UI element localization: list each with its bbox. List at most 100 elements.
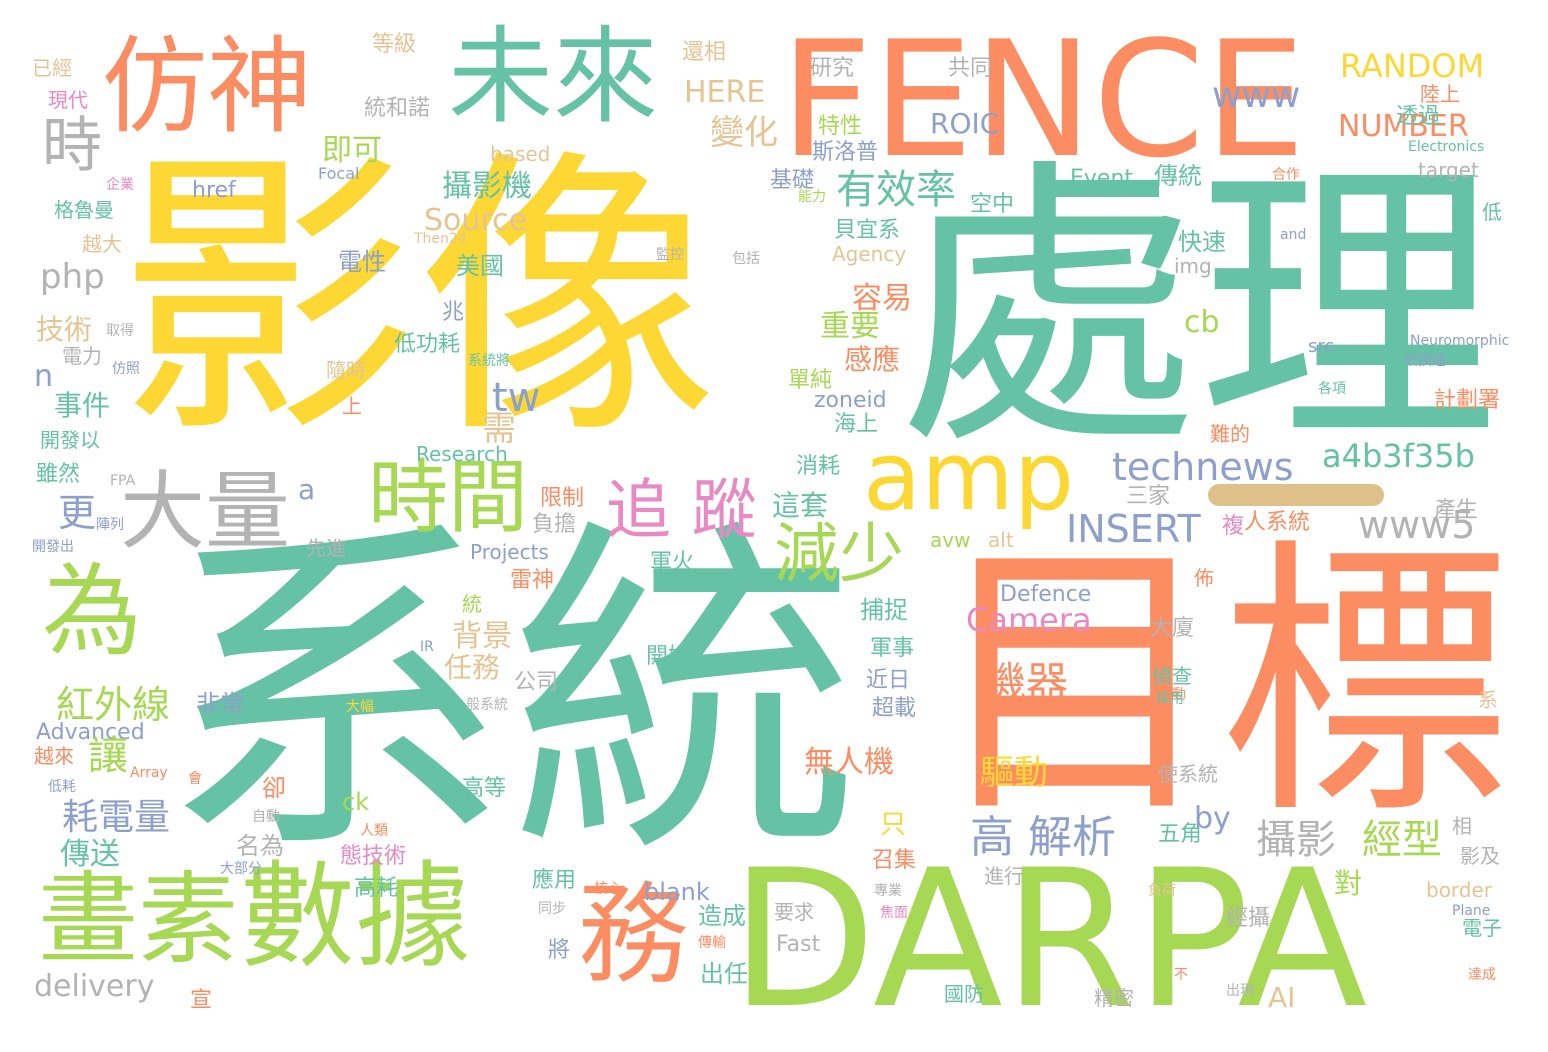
word-jishu: 技術 — [36, 313, 93, 346]
word-wujiao: 五角 — [1158, 822, 1203, 847]
word-jingmi: 精密 — [1094, 986, 1134, 1010]
word-xianzhi: 限制 — [540, 486, 585, 511]
word-suiran: 雖然 — [36, 462, 81, 487]
word-renwu: 任務 — [444, 651, 501, 684]
word-chuli: 處理 — [898, 135, 1498, 484]
word-jingshe: 經攝 — [1226, 906, 1271, 931]
word-wei: 為 — [42, 553, 142, 670]
word-yuelai: 越來 — [34, 744, 74, 768]
word-fu: 複 — [1222, 514, 1245, 539]
word-dianli: 電力 — [62, 344, 102, 368]
word-shang: 上 — [342, 394, 362, 418]
word-shixitong: 使系統 — [1158, 762, 1218, 786]
word-advanced: Advanced — [36, 720, 145, 745]
word-mingwei: 名為 — [236, 832, 284, 860]
word-fuhe: 負荷 — [1148, 883, 1176, 899]
word-gaojiexi: 高 解析 — [970, 812, 1116, 863]
word-zhencha: 偵查 — [1152, 664, 1192, 688]
word-php: php — [40, 257, 105, 297]
word-jiqi: 機器 — [984, 658, 1069, 707]
word-fangzhao: 仿照 — [112, 361, 140, 377]
word-tong: 統 — [462, 592, 482, 616]
word-border: border — [1426, 878, 1493, 902]
word-diguo: 低損遠 — [1404, 353, 1446, 369]
word-chuantong: 傳統 — [1154, 162, 1202, 190]
word-shijian2: 事件 — [54, 389, 111, 422]
word-hui: 會 — [188, 771, 202, 787]
word-dianxing: 電性 — [338, 248, 386, 276]
word-kaishi: 開始 — [646, 644, 691, 669]
word-www: www — [1212, 75, 1301, 116]
word-zhexiang: 這套 — [772, 489, 829, 522]
word-junshi: 軍事 — [870, 636, 915, 661]
word-renxitong: 人系統 — [1244, 510, 1311, 535]
word-qudong: 驅動 — [980, 753, 1048, 793]
word-agency: Agency — [832, 242, 907, 266]
word-kaifa: 開發出 — [32, 539, 74, 555]
word-xi: 系 — [1478, 688, 1498, 712]
word-darpa: DARPA — [730, 829, 1368, 1050]
word-kaifayi: 開發以 — [40, 428, 100, 452]
word-xiandai: 現代 — [48, 88, 88, 112]
word-haishang: 海上 — [834, 412, 879, 437]
word-gelumen: 格魯曼 — [54, 198, 114, 222]
word-jinri: 近日 — [866, 668, 911, 693]
word-zoneid: zoneid — [814, 388, 887, 413]
word-n: n — [34, 359, 54, 394]
word-tongbu: 同步 — [538, 901, 566, 917]
word-and: and — [1280, 227, 1307, 243]
word-ziliao: 取得 — [106, 323, 134, 339]
word-xu: 需 — [482, 409, 516, 449]
word-neuromorphic: Neuromorphic — [1410, 333, 1510, 349]
word-a: a — [298, 473, 316, 506]
word-youxiaolv: 有效率 — [836, 167, 956, 213]
word-ai: AI — [1268, 981, 1296, 1014]
word-weilai: 未來 — [448, 16, 659, 138]
word-then24: Then24 — [414, 231, 467, 247]
word-jiang: 將 — [548, 938, 571, 963]
word-zhidong: 自動 — [252, 809, 280, 825]
word-cb: cb — [1184, 305, 1220, 340]
word-zhaoji: 召集 — [872, 848, 917, 873]
word-feichang: 非常 — [196, 690, 244, 718]
word-zhudong: 主動 — [1158, 687, 1186, 703]
word-yanchuan: 還相 — [682, 40, 727, 65]
word-fudan: 負擔 — [532, 512, 577, 537]
tan-bar-mark — [1208, 484, 1384, 506]
word-technews: technews — [1112, 445, 1294, 489]
word-focal: Focal — [318, 164, 360, 183]
word-rongyi: 容易 — [852, 281, 912, 316]
word-zaocheng: 造成 — [698, 902, 746, 930]
word-chansheng: 產生 — [1434, 498, 1479, 523]
word-huasu: 畫素 — [38, 861, 238, 978]
word-projects: Projects — [470, 540, 549, 564]
word-junhuo: 軍火 — [650, 550, 695, 575]
word-jianjie: 監控 — [656, 247, 684, 263]
word-zhuanye: 專業 — [874, 883, 902, 899]
word-kongzhong: 空中 — [970, 192, 1015, 217]
word-img: img — [1174, 254, 1212, 278]
word-beiyixi: 貝宜系 — [834, 218, 901, 243]
word-zhongyao: 重要 — [820, 309, 880, 344]
word-sheyingji: 攝影機 — [442, 169, 532, 204]
word-target: target — [1418, 158, 1479, 182]
word-luzhuang: 陸上 — [1420, 82, 1460, 106]
word-qiye: 企業 — [106, 177, 134, 193]
word-defence: Defence — [1000, 582, 1092, 607]
word-www5: www5 — [1358, 503, 1476, 547]
word-fangshen: 仿神 — [102, 26, 313, 148]
word-hexin: 核心 — [594, 881, 622, 897]
word-gaohao: 高耗 — [354, 876, 399, 901]
word-dixiaohao: 低功耗 — [394, 332, 461, 357]
word-dabufen: 大部分 — [220, 861, 262, 877]
word-suishi: 隨時 — [326, 358, 366, 382]
word-dacheng: 達成 — [1468, 967, 1496, 983]
word-roic: ROIC — [930, 107, 1000, 140]
word-avw: avw — [930, 528, 971, 552]
word-href: href — [192, 178, 236, 203]
word-nande: 難的 — [1210, 422, 1250, 446]
word-touguo: 透過 — [1396, 104, 1441, 129]
word-blank: blank — [644, 878, 710, 906]
word-texing: 特性 — [818, 114, 863, 139]
